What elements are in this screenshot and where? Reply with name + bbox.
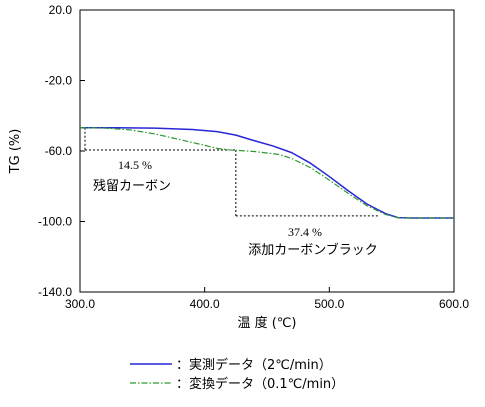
annotation-2-value: 37.4 % [288,225,322,239]
x-axis-ticks: 300.0 400.0 500.0 600.0 [65,287,469,311]
annotation-1-value: 14.5 % [118,158,152,172]
annotation-2-label: 添加カーボンブラック [248,242,378,258]
y-tick-label: 20.0 [49,3,73,17]
y-tick-label: -140.0 [38,285,72,299]
annotation-1-label: 残留カーボン [93,179,171,194]
x-axis-label: 温 度 (℃) [237,315,296,331]
x-tick-label: 400.0 [190,297,220,311]
series-lines [79,126,454,219]
y-axis-label: TG (%) [8,129,23,175]
x-tick-label: 300.0 [65,297,95,311]
legend-label-measured: ：実測データ（2℃/min） [176,357,332,373]
series-converted-line [79,127,454,219]
legend-label-converted: ：変換データ（0.1℃/min） [176,376,344,392]
x-tick-label: 500.0 [314,297,344,311]
annotation-brackets [84,127,380,217]
y-tick-label: -20.0 [45,74,73,88]
y-tick-label: -60.0 [45,144,73,158]
x-tick-label: 600.0 [439,297,469,311]
y-tick-label: -100.0 [38,215,72,229]
y-axis-ticks: 20.0 -20.0 -60.0 -100.0 -140.0 [38,3,85,299]
series-measured-line [80,126,454,219]
legend: ：実測データ（2℃/min） ：変換データ（0.1℃/min） [130,357,344,392]
